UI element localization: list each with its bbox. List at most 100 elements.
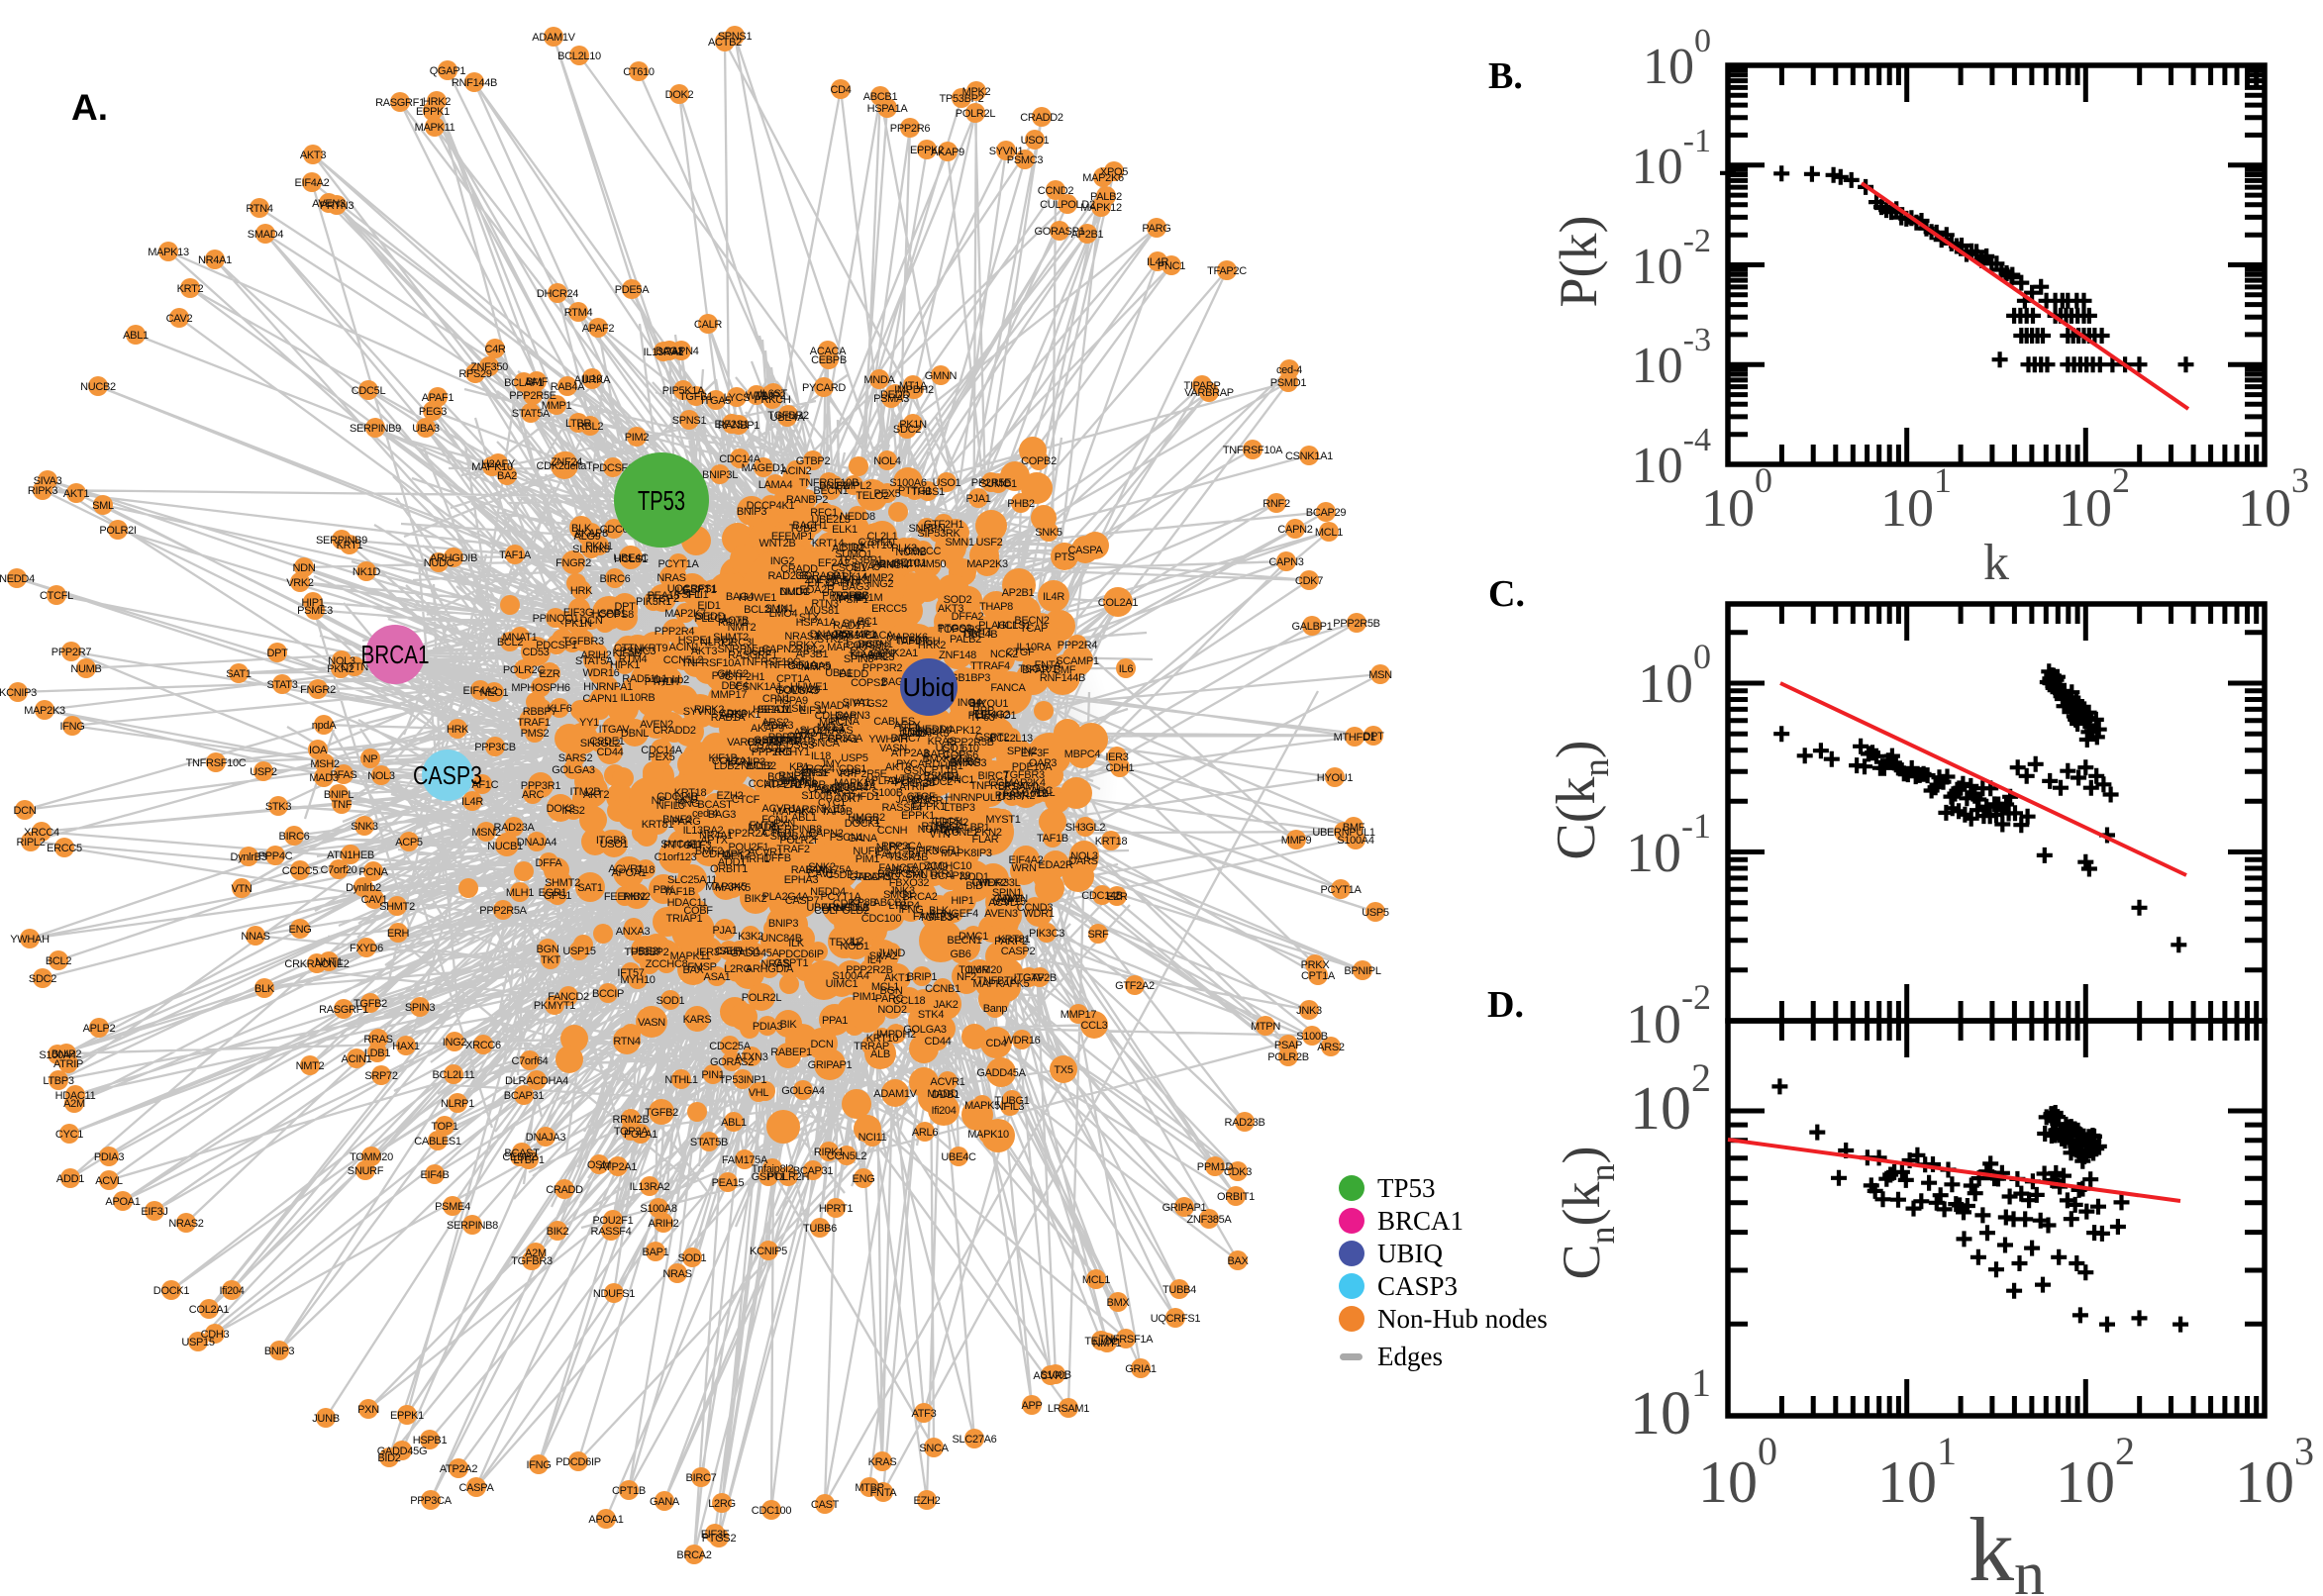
svg-text:GMNN: GMNN — [925, 370, 958, 382]
svg-text:TTRAF4: TTRAF4 — [970, 660, 1010, 672]
svg-text:WDR16: WDR16 — [1003, 1035, 1040, 1047]
svg-text:TP53: TP53 — [1377, 1173, 1436, 1203]
svg-text:MMP9: MMP9 — [1281, 835, 1312, 847]
svg-text:SERPINB8: SERPINB8 — [447, 1220, 498, 1232]
svg-text:BRCA1: BRCA1 — [361, 640, 430, 669]
svg-text:NUCB2: NUCB2 — [80, 381, 116, 393]
svg-text:USO1: USO1 — [1021, 135, 1050, 147]
svg-text:RASSF4: RASSF4 — [882, 802, 923, 814]
svg-text:RTM4: RTM4 — [619, 653, 648, 665]
svg-text:IOA: IOA — [309, 745, 328, 756]
svg-text:BECN1: BECN1 — [947, 935, 981, 947]
svg-text:TGFB1: TGFB1 — [679, 391, 713, 403]
svg-text:PEG3: PEG3 — [419, 406, 447, 418]
svg-text:RABEP1: RABEP1 — [770, 1047, 812, 1058]
svg-text:PLA2G4A: PLA2G4A — [762, 891, 810, 903]
svg-text:IL6: IL6 — [1119, 663, 1134, 675]
svg-text:NP: NP — [363, 753, 378, 765]
svg-text:MTPN: MTPN — [1251, 1021, 1280, 1033]
svg-text:BCCIP: BCCIP — [592, 988, 624, 1000]
svg-text:UBA3: UBA3 — [412, 423, 440, 435]
svg-text:IL4R: IL4R — [461, 796, 483, 808]
svg-text:BCAST: BCAST — [697, 799, 733, 811]
svg-text:A.: A. — [71, 87, 108, 128]
svg-text:COL2A1: COL2A1 — [1098, 597, 1139, 609]
svg-text:SERPINB8: SERPINB8 — [770, 824, 822, 836]
svg-text:HRK2: HRK2 — [423, 96, 451, 108]
svg-text:TRIAP1: TRIAP1 — [666, 913, 703, 925]
svg-text:DLRACDHA4: DLRACDHA4 — [505, 1075, 568, 1087]
svg-text:MT1A: MT1A — [899, 380, 928, 392]
svg-text:IL13RA2: IL13RA2 — [630, 1181, 670, 1193]
svg-text:WDR1: WDR1 — [1023, 908, 1054, 920]
svg-text:C(kn): C(kn) — [1546, 740, 1617, 859]
svg-text:GANA: GANA — [650, 1496, 680, 1508]
svg-text:SOD1: SOD1 — [656, 995, 685, 1007]
svg-text:BCL2: BCL2 — [497, 637, 523, 648]
svg-text:STK4: STK4 — [918, 1009, 944, 1021]
svg-text:ced-4: ced-4 — [1276, 364, 1302, 376]
svg-text:RRAS: RRAS — [363, 1034, 392, 1046]
svg-text:CAPN2: CAPN2 — [1277, 524, 1312, 536]
svg-text:LTBP3: LTBP3 — [43, 1075, 73, 1087]
svg-text:BGN: BGN — [537, 944, 559, 955]
svg-text:ACVL: ACVL — [95, 1175, 123, 1187]
svg-text:BAG4: BAG4 — [726, 591, 754, 603]
svg-text:CEBPZ: CEBPZ — [502, 1151, 538, 1163]
svg-text:AKT3: AKT3 — [938, 603, 963, 615]
svg-text:CDC5L: CDC5L — [352, 385, 386, 397]
svg-text:BCL2L10: BCL2L10 — [557, 50, 601, 62]
svg-text:RPS29: RPS29 — [458, 368, 492, 380]
svg-text:TFAP2C: TFAP2C — [1207, 265, 1247, 277]
svg-text:NEDD4: NEDD4 — [810, 886, 846, 898]
svg-text:TNFRSF10C: TNFRSF10C — [741, 656, 801, 668]
svg-text:MAP2K3: MAP2K3 — [24, 705, 65, 717]
svg-text:ARS2: ARS2 — [1317, 1042, 1345, 1053]
svg-text:COL2A1: COL2A1 — [189, 1304, 230, 1316]
svg-text:PDIA3: PDIA3 — [763, 720, 793, 732]
svg-text:RAD23B: RAD23B — [1225, 1117, 1265, 1129]
svg-text:JUNB: JUNB — [312, 1413, 340, 1425]
svg-text:MAPK5: MAPK5 — [715, 882, 751, 894]
svg-text:C4R: C4R — [484, 344, 505, 355]
svg-text:EIF4A2: EIF4A2 — [295, 177, 330, 189]
svg-text:HIP1: HIP1 — [940, 760, 962, 772]
svg-text:EIF4A2: EIF4A2 — [1009, 854, 1044, 866]
svg-text:NRAS: NRAS — [656, 572, 685, 584]
svg-text:PLEKHO1: PLEKHO1 — [968, 710, 1017, 722]
svg-text:ATN1HEB: ATN1HEB — [327, 849, 374, 861]
svg-text:TOMM20: TOMM20 — [350, 1151, 393, 1163]
svg-text:PNC1: PNC1 — [1158, 260, 1185, 272]
svg-text:KCNIP3: KCNIP3 — [0, 687, 37, 699]
svg-text:PPP2R7: PPP2R7 — [51, 647, 92, 658]
svg-text:HDAC11: HDAC11 — [667, 897, 708, 909]
svg-text:CTGF: CTGF — [1006, 647, 1035, 658]
svg-text:PXN: PXN — [357, 1404, 379, 1416]
svg-text:SPIN3: SPIN3 — [405, 1002, 435, 1014]
svg-text:ACVR1: ACVR1 — [761, 803, 796, 815]
svg-text:TGFBR3: TGFBR3 — [1003, 769, 1045, 781]
svg-text:BAX: BAX — [682, 964, 704, 976]
svg-text:D.: D. — [1487, 984, 1524, 1026]
svg-text:SNURF: SNURF — [348, 1165, 384, 1177]
svg-text:CULPOLD2: CULPOLD2 — [1040, 199, 1095, 211]
svg-text:PSMD1: PSMD1 — [1270, 377, 1307, 389]
svg-text:TNFRSF10C: TNFRSF10C — [186, 757, 247, 769]
svg-text:Edges: Edges — [1377, 1342, 1443, 1371]
svg-text:NEO1: NEO1 — [480, 687, 509, 699]
svg-text:VRK2: VRK2 — [286, 577, 314, 589]
svg-text:USP5: USP5 — [1362, 907, 1389, 919]
svg-text:SLNtrk3: SLNtrk3 — [572, 544, 610, 555]
svg-text:PTGS2: PTGS2 — [702, 1533, 737, 1545]
svg-text:CDK7: CDK7 — [1295, 575, 1323, 587]
svg-text:NMT2: NMT2 — [296, 1060, 325, 1072]
svg-text:Ifi204: Ifi204 — [219, 1285, 244, 1297]
svg-text:DPT: DPT — [1363, 731, 1384, 743]
svg-text:S100A4: S100A4 — [1337, 835, 1374, 847]
svg-text:CAST: CAST — [811, 1499, 840, 1511]
svg-text:CRADD2: CRADD2 — [1020, 112, 1063, 124]
svg-text:VTN: VTN — [231, 883, 252, 895]
svg-text:DNAJA3: DNAJA3 — [526, 1132, 566, 1144]
svg-text:BAP1: BAP1 — [924, 748, 951, 760]
svg-text:ERCC5: ERCC5 — [871, 603, 907, 615]
